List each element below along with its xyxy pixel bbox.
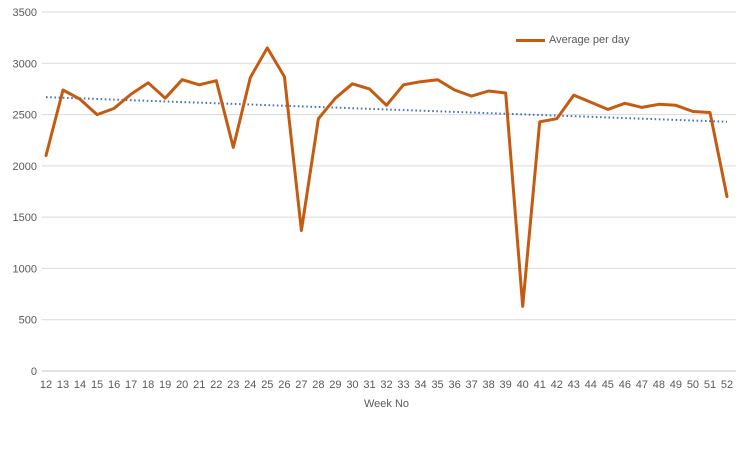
x-tick-label: 36 xyxy=(448,379,460,391)
x-tick-label: 49 xyxy=(670,379,682,391)
x-tick-label: 22 xyxy=(210,379,222,391)
legend[interactable]: Average per day xyxy=(516,33,630,47)
x-tick-label: 13 xyxy=(57,379,69,391)
x-tick-label: 37 xyxy=(466,379,478,391)
x-tick-label: 43 xyxy=(568,379,580,391)
x-tick-label: 14 xyxy=(74,379,86,391)
x-tick-label: 51 xyxy=(704,379,716,391)
x-tick-label: 38 xyxy=(483,379,495,391)
series-line[interactable] xyxy=(44,46,729,308)
x-tick-label: 30 xyxy=(346,379,358,391)
x-tick-label: 18 xyxy=(142,379,154,391)
x-tick-label: 21 xyxy=(193,379,205,391)
x-tick-label: 26 xyxy=(278,379,290,391)
x-tick-label: 45 xyxy=(602,379,614,391)
x-tick-label: 15 xyxy=(91,379,103,391)
x-tick-label: 44 xyxy=(585,379,597,391)
x-tick-label: 25 xyxy=(261,379,273,391)
y-tick-label: 2000 xyxy=(13,161,37,173)
x-tick-label: 34 xyxy=(414,379,426,391)
x-tick-label: 20 xyxy=(176,379,188,391)
x-tick-label: 50 xyxy=(687,379,699,391)
y-tick-label: 1000 xyxy=(13,263,37,275)
x-tick-label: 31 xyxy=(363,379,375,391)
x-tick-label: 39 xyxy=(500,379,512,391)
x-tick-label: 17 xyxy=(125,379,137,391)
x-tick-label: 24 xyxy=(244,379,256,391)
x-tick-label: 12 xyxy=(40,379,52,391)
x-tick-label: 42 xyxy=(551,379,563,391)
x-tick-label: 47 xyxy=(636,379,648,391)
x-tick-label: 33 xyxy=(397,379,409,391)
y-tick-label: 2500 xyxy=(13,110,37,122)
trendline[interactable] xyxy=(45,96,728,123)
x-tick-label: 32 xyxy=(380,379,392,391)
legend-line-swatch xyxy=(516,38,545,42)
x-tick-label: 41 xyxy=(534,379,546,391)
x-axis-title: Week No xyxy=(363,398,410,410)
x-tick-label: 46 xyxy=(619,379,631,391)
x-tick-label: 52 xyxy=(721,379,733,391)
y-tick-label: 0 xyxy=(31,366,37,378)
x-tick-label: 40 xyxy=(517,379,529,391)
x-tick-label: 27 xyxy=(295,379,307,391)
legend-label: Average per day xyxy=(549,34,630,46)
x-tick-label: 48 xyxy=(653,379,665,391)
x-tick-label: 19 xyxy=(159,379,171,391)
x-tick-label: 23 xyxy=(227,379,239,391)
x-tick-label: 16 xyxy=(108,379,120,391)
x-tick-label: 35 xyxy=(431,379,443,391)
x-tick-label: 28 xyxy=(312,379,324,391)
x-tick-label: 29 xyxy=(329,379,341,391)
y-tick-label: 3500 xyxy=(13,7,37,19)
y-tick-label: 500 xyxy=(19,315,37,327)
y-tick-label: 1500 xyxy=(13,212,37,224)
y-tick-label: 3000 xyxy=(13,58,37,70)
